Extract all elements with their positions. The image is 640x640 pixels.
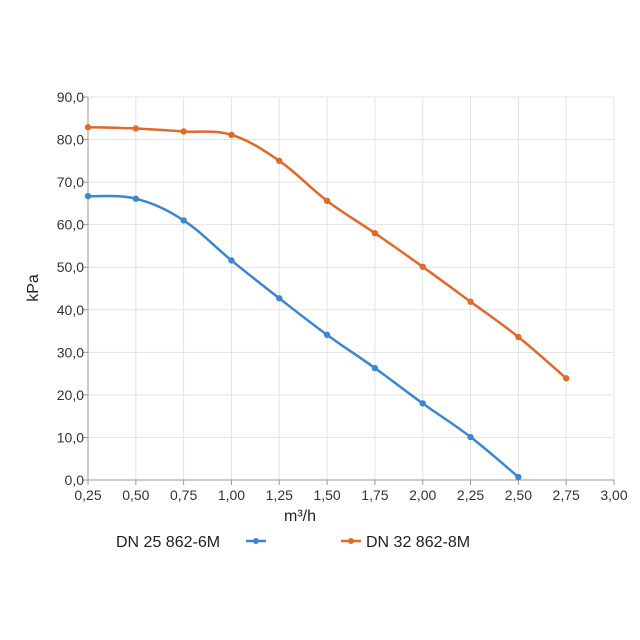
data-point-0 (228, 257, 235, 264)
x-tick-label: 2,50 (505, 487, 532, 503)
x-tick-label: 3,00 (600, 487, 627, 503)
data-point-0 (276, 295, 283, 302)
data-point-1 (323, 197, 331, 205)
y-tick-label: 10,0 (57, 429, 84, 445)
y-tick-label: 90,0 (57, 89, 84, 105)
x-tick-label: 0,50 (122, 487, 149, 503)
x-tick-label: 2,25 (457, 487, 484, 503)
legend-item-dn25[interactable]: DN 25 862-6M (116, 534, 266, 551)
data-point-1 (515, 333, 522, 341)
data-point-0 (419, 400, 426, 407)
data-point-1 (84, 124, 92, 131)
y-tick-label: 0,0 (65, 472, 85, 488)
y-tick-label: 30,0 (57, 344, 84, 360)
data-point-1 (371, 229, 379, 237)
legend-marker-dn32 (348, 538, 354, 544)
x-tick-label: 2,00 (409, 487, 436, 503)
x-tick-label: 1,50 (313, 487, 340, 503)
grid (88, 96, 615, 480)
y-tick-label: 20,0 (57, 387, 84, 403)
y-tick-label: 60,0 (57, 217, 84, 233)
x-tick-label: 0,75 (170, 487, 197, 503)
data-point-0 (371, 364, 379, 372)
x-tick-label: 1,25 (266, 487, 293, 503)
tick-labels: 0,25 0,50 0,75 1,00 1,25 1,50 1,75 2,00 2,25 2,50… (57, 89, 628, 503)
y-tick-label: 40,0 (57, 302, 84, 318)
y-tick-label: 80,0 (57, 132, 84, 148)
data-point-1 (467, 298, 474, 305)
data-point-0 (132, 195, 140, 202)
legend: DN 25 862-6M DN 32 862-8M (116, 534, 470, 551)
legend-label-dn32: DN 32 862-8M (366, 534, 470, 551)
axes (83, 96, 615, 485)
data-point-1 (180, 128, 187, 135)
data-point-0 (515, 473, 522, 481)
x-tick-label: 0,25 (74, 487, 101, 503)
legend-item-dn32[interactable]: DN 32 862-8M (341, 534, 470, 551)
y-axis-label: kPa (25, 274, 42, 302)
legend-marker-dn25 (253, 538, 259, 544)
series-layer (84, 124, 570, 481)
x-axis-label: m³/h (284, 508, 316, 525)
data-point-1 (228, 131, 235, 139)
data-point-0 (467, 433, 474, 441)
x-tick-label: 2,75 (553, 487, 580, 503)
y-tick-label: 50,0 (57, 259, 84, 275)
data-point-1 (562, 375, 570, 382)
y-tick-label: 70,0 (57, 174, 84, 190)
data-point-0 (84, 192, 92, 200)
data-point-0 (323, 331, 331, 339)
legend-label-dn25: DN 25 862-6M (116, 534, 220, 551)
data-point-1 (419, 263, 426, 270)
x-tick-label: 1,00 (218, 487, 245, 503)
data-point-1 (276, 157, 283, 165)
data-point-1 (132, 125, 140, 132)
data-point-0 (180, 217, 187, 224)
series-line-0 (86, 194, 520, 479)
x-tick-label: 1,75 (361, 487, 388, 503)
